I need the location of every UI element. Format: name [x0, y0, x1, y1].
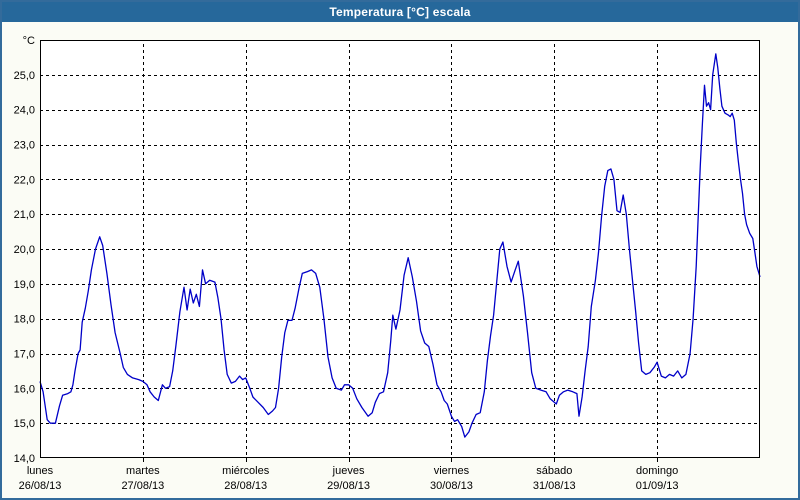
svg-text:sábado: sábado [536, 465, 572, 477]
title-bar: Temperatura [°C] escala [2, 2, 798, 22]
svg-text:16,0: 16,0 [14, 383, 35, 395]
svg-text:jueves: jueves [332, 465, 365, 477]
svg-text:20,0: 20,0 [14, 244, 35, 256]
chart-title: Temperatura [°C] escala [329, 5, 471, 19]
svg-text:15,0: 15,0 [14, 418, 35, 430]
svg-text:01/09/13: 01/09/13 [636, 480, 679, 492]
svg-text:18,0: 18,0 [14, 314, 35, 326]
svg-text:19,0: 19,0 [14, 279, 35, 291]
svg-text:22,0: 22,0 [14, 174, 35, 186]
svg-text:martes: martes [126, 465, 160, 477]
svg-text:28/08/13: 28/08/13 [224, 480, 267, 492]
svg-text:26/08/13: 26/08/13 [19, 480, 62, 492]
svg-text:miércoles: miércoles [222, 465, 270, 477]
svg-text:21,0: 21,0 [14, 209, 35, 221]
svg-text:viernes: viernes [434, 465, 470, 477]
svg-text:lunes: lunes [27, 465, 54, 477]
svg-text:°C: °C [23, 35, 35, 47]
svg-text:31/08/13: 31/08/13 [533, 480, 576, 492]
svg-text:17,0: 17,0 [14, 349, 35, 361]
series-line-temperatura [39, 53, 761, 438]
svg-text:domingo: domingo [636, 465, 678, 477]
x-gridlines [143, 44, 658, 462]
svg-text:27/08/13: 27/08/13 [121, 480, 164, 492]
plot-frame [40, 40, 760, 458]
svg-text:23,0: 23,0 [14, 140, 35, 152]
svg-text:14,0: 14,0 [14, 453, 35, 465]
svg-text:29/08/13: 29/08/13 [327, 480, 370, 492]
svg-text:24,0: 24,0 [14, 105, 35, 117]
svg-text:30/08/13: 30/08/13 [430, 480, 473, 492]
y-tick-labels: °C 25,0 24,0 23,0 22,0 21,0 20,0 19,0 18,0 17,0 16… [14, 35, 35, 465]
svg-text:25,0: 25,0 [14, 70, 35, 82]
x-tick-labels: lunes 26/08/13 martes 27/08/13 miércoles 28/0… [19, 465, 679, 492]
